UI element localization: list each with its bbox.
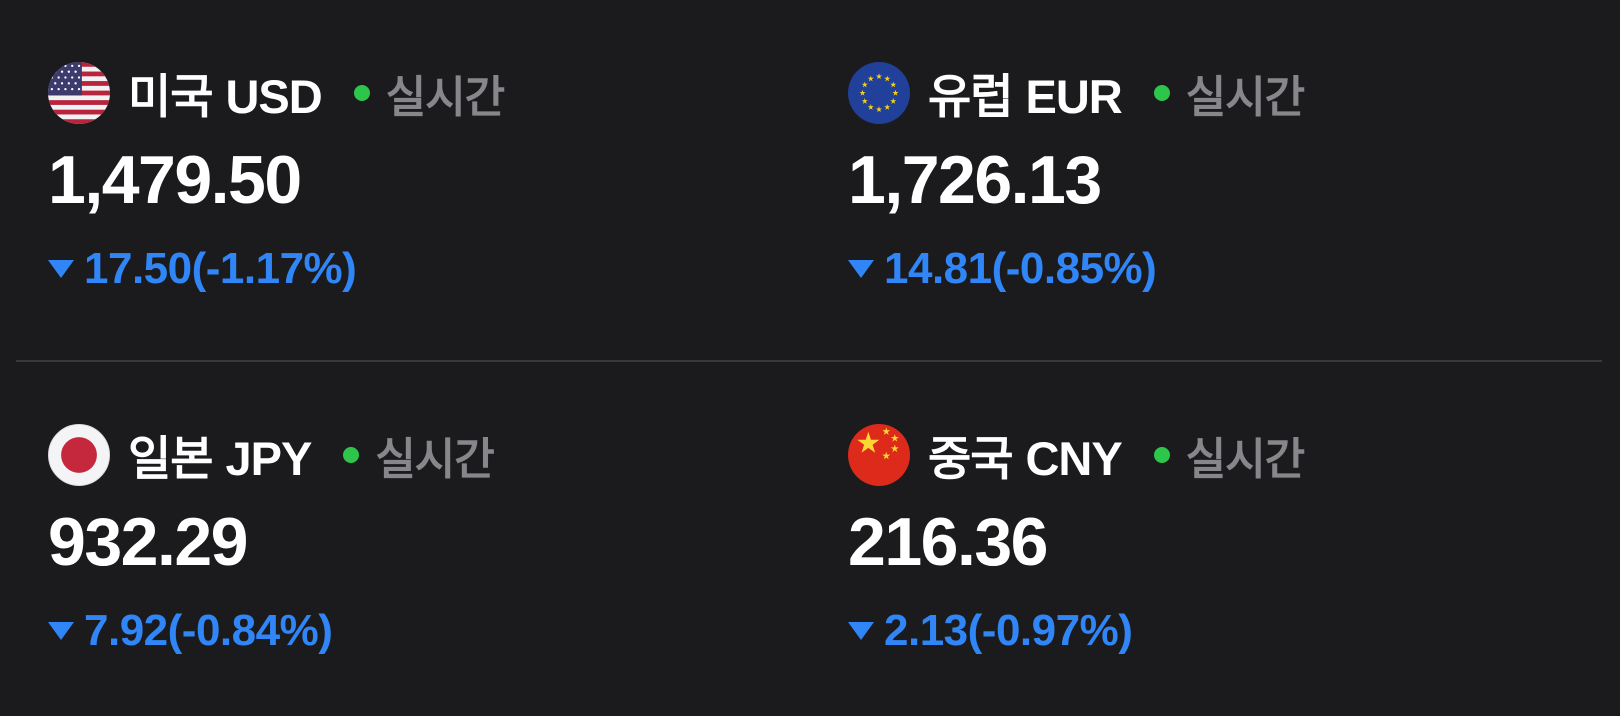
country-label: 유럽	[928, 70, 1013, 123]
change-text: 17.50(-1.17%)	[84, 244, 357, 294]
row-divider	[16, 360, 1602, 362]
card-header: 중국 CNY 실시간	[848, 420, 1620, 489]
country-label: 일본	[128, 432, 213, 485]
card-header: 일본 JPY 실시간	[48, 420, 810, 489]
currency-code: CNY	[1025, 432, 1122, 485]
price-value: 932.29	[48, 504, 248, 580]
currency-row-2: 일본 JPY 실시간 932.29 7.92(-0.84%)	[0, 362, 1620, 656]
currency-code: USD	[225, 70, 322, 123]
currency-card-cny[interactable]: 중국 CNY 실시간 216.36 2.13(-0.97%)	[810, 362, 1620, 656]
change-row: 14.81(-0.85%)	[848, 244, 1620, 294]
change-row: 2.13(-0.97%)	[848, 606, 1620, 656]
change-row: 17.50(-1.17%)	[48, 244, 810, 294]
live-dot-icon	[1153, 84, 1170, 101]
live-dot-icon	[1153, 446, 1170, 463]
currency-code: JPY	[225, 432, 312, 485]
price-value: 216.36	[848, 504, 1048, 580]
price-value: 1,479.50	[48, 142, 302, 218]
live-label: 실시간	[1185, 434, 1305, 484]
country-label: 미국	[128, 70, 213, 123]
currency-title: 중국 CNY	[928, 420, 1123, 489]
down-triangle-icon	[48, 622, 74, 641]
down-triangle-icon	[848, 622, 874, 641]
live-label: 실시간	[385, 72, 505, 122]
currency-card-jpy[interactable]: 일본 JPY 실시간 932.29 7.92(-0.84%)	[0, 362, 810, 656]
currency-title: 일본 JPY	[128, 420, 312, 489]
eu-flag-icon	[848, 61, 910, 124]
card-header: 미국 USD 실시간	[48, 58, 810, 127]
currency-code: EUR	[1025, 70, 1122, 123]
down-triangle-icon	[848, 260, 874, 279]
down-triangle-icon	[48, 260, 74, 279]
currency-card-eur[interactable]: 유럽 EUR 실시간 1,726.13 14.81(-0.85%)	[810, 0, 1620, 360]
price-value: 1,726.13	[848, 142, 1102, 218]
currency-title: 미국 USD	[128, 58, 323, 127]
country-label: 중국	[928, 432, 1013, 485]
live-dot-icon	[343, 446, 360, 463]
change-text: 14.81(-0.85%)	[884, 244, 1157, 294]
card-header: 유럽 EUR 실시간	[848, 58, 1620, 127]
live-label: 실시간	[1185, 72, 1305, 122]
live-dot-icon	[353, 84, 370, 101]
change-text: 2.13(-0.97%)	[884, 606, 1133, 656]
currency-card-usd[interactable]: 미국 USD 실시간 1,479.50 17.50(-1.17%)	[0, 0, 810, 360]
china-flag-icon	[848, 423, 910, 486]
currency-title: 유럽 EUR	[928, 58, 1123, 127]
japan-flag-icon	[48, 423, 110, 486]
currency-row-1: 미국 USD 실시간 1,479.50 17.50(-1.17%)	[0, 0, 1620, 360]
change-text: 7.92(-0.84%)	[84, 606, 333, 656]
usa-flag-icon	[48, 61, 110, 124]
change-row: 7.92(-0.84%)	[48, 606, 810, 656]
live-label: 실시간	[375, 434, 494, 484]
